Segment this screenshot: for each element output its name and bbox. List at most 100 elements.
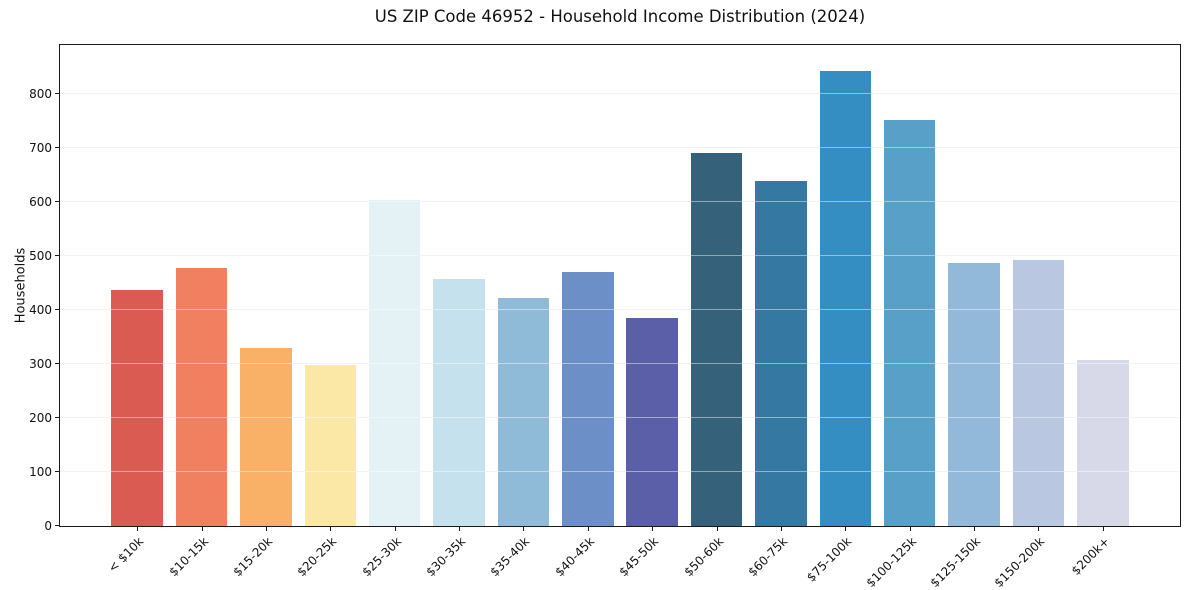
gridline-overlay (60, 255, 1180, 257)
x-tick-mark (1102, 527, 1104, 531)
x-tick-slot (298, 526, 362, 531)
x-tick-mark (652, 527, 654, 531)
x-tick-mark (845, 527, 847, 531)
gridline-overlay (60, 147, 1180, 149)
bar-slot (363, 45, 427, 526)
bar-20-25k (304, 364, 357, 526)
x-tick-label: $25-30k (359, 534, 404, 580)
x-tick-mark (909, 527, 911, 531)
x-tick-mark (716, 527, 718, 531)
gridline-overlay (60, 201, 1180, 203)
x-tick-label: $60-75k (745, 534, 791, 580)
gridline-overlay (60, 309, 1180, 311)
gridline (60, 147, 1180, 149)
x-tick-label: $30-35k (423, 534, 469, 580)
x-tick-mark (780, 527, 782, 531)
gridline (60, 309, 1180, 311)
x-label-slot: $35-40k (487, 526, 555, 580)
y-tick-mark (55, 255, 59, 257)
x-label-slot: $60-75k (745, 526, 813, 580)
bar-slot (942, 45, 1006, 526)
x-label-slot: $100-125k (863, 526, 942, 590)
gridline-overlay (60, 471, 1180, 473)
x-tick-label: $75-100k (804, 534, 855, 585)
x-label-slot: $50-60k (680, 526, 748, 580)
bar-25-30k (368, 200, 421, 526)
x-tick-mark (265, 527, 267, 531)
x-tick-slot (427, 526, 491, 531)
y-tick-label: 700 (29, 141, 52, 156)
x-label-slot: $25-30k (359, 526, 427, 580)
bar-slot (234, 45, 298, 526)
gridline (60, 201, 1180, 203)
x-tick-label: $10-15k (165, 534, 211, 580)
x-tick-slot (491, 526, 555, 531)
gridline (60, 471, 1180, 473)
y-tick-mark (55, 525, 59, 526)
bar-slot (556, 45, 620, 526)
x-label-slot: $20-25k (295, 526, 362, 579)
x-tick-slot (749, 526, 813, 531)
x-tick-slot (1071, 526, 1135, 531)
x-tick-mark (459, 527, 461, 531)
x-tick-label: $45-50k (616, 534, 662, 580)
bar-60-75k (755, 180, 807, 526)
bar-10-15k (175, 267, 228, 526)
bar-45-50k (626, 317, 678, 526)
bar-slot (684, 45, 748, 526)
x-label-slot: $125-150k (928, 526, 1006, 590)
x-tick-slot (1006, 526, 1070, 531)
bar-50-60k (690, 152, 743, 526)
x-tick-mark (974, 527, 976, 531)
bars (60, 45, 1180, 526)
bar-slot (813, 45, 877, 526)
x-tick-mark (201, 527, 203, 531)
y-tick-label: 800 (29, 87, 52, 102)
x-tick-label: $35-40k (487, 534, 533, 580)
x-label-slot: $150-200k (992, 526, 1070, 590)
x-tick-mark (394, 527, 396, 531)
bar-100-125k (883, 120, 936, 526)
x-label-slot: $10-15k (165, 526, 233, 580)
x-tick-slot (556, 526, 620, 531)
bar-slot (491, 45, 555, 526)
gridline (60, 417, 1180, 419)
y-tick-label: 500 (29, 249, 52, 264)
bar-200k (1077, 360, 1129, 526)
x-tick-slot (234, 526, 298, 531)
x-label-slot: $200k+ (1068, 526, 1135, 578)
bar-125-150k (948, 263, 1000, 526)
x-label-slot: $75-100k (804, 526, 877, 584)
bar-slot (620, 45, 684, 526)
bar-15-20k (240, 347, 292, 526)
y-tick-mark (55, 93, 59, 95)
x-label-slot: $30-35k (423, 526, 491, 580)
x-label-slot: $15-20k (230, 526, 298, 580)
chart-title: US ZIP Code 46952 - Household Income Dis… (374, 7, 866, 26)
gridline (60, 93, 1180, 95)
x-tick-mark (330, 527, 332, 531)
bar-40-45k (562, 272, 614, 526)
y-tick-mark (55, 309, 59, 311)
gridline (60, 363, 1180, 365)
x-tick-slot (813, 526, 877, 531)
y-tick-label: 200 (29, 411, 52, 426)
bar-75-100k (819, 71, 872, 526)
x-axis-labels: < $10k $10-15k $15-20k $20-25k $25-30k $30-35… (60, 526, 1180, 590)
x-tick-label: $15-20k (230, 534, 276, 580)
gridline-overlay (60, 93, 1180, 95)
y-tick-mark (55, 417, 59, 419)
x-label-slot: $40-45k (552, 526, 620, 579)
bar-slot (427, 45, 491, 526)
x-label-slot: < $10k (105, 526, 169, 576)
bar-10k (111, 290, 163, 526)
gridline-overlay (60, 417, 1180, 419)
gridline-overlays (60, 45, 1180, 526)
x-tick-slot (169, 526, 233, 531)
gridline-overlay (60, 363, 1180, 365)
x-tick-slot (878, 526, 942, 531)
bar-slot (169, 45, 233, 526)
x-tick-label: $50-60k (680, 534, 726, 580)
x-tick-mark (1038, 527, 1040, 531)
